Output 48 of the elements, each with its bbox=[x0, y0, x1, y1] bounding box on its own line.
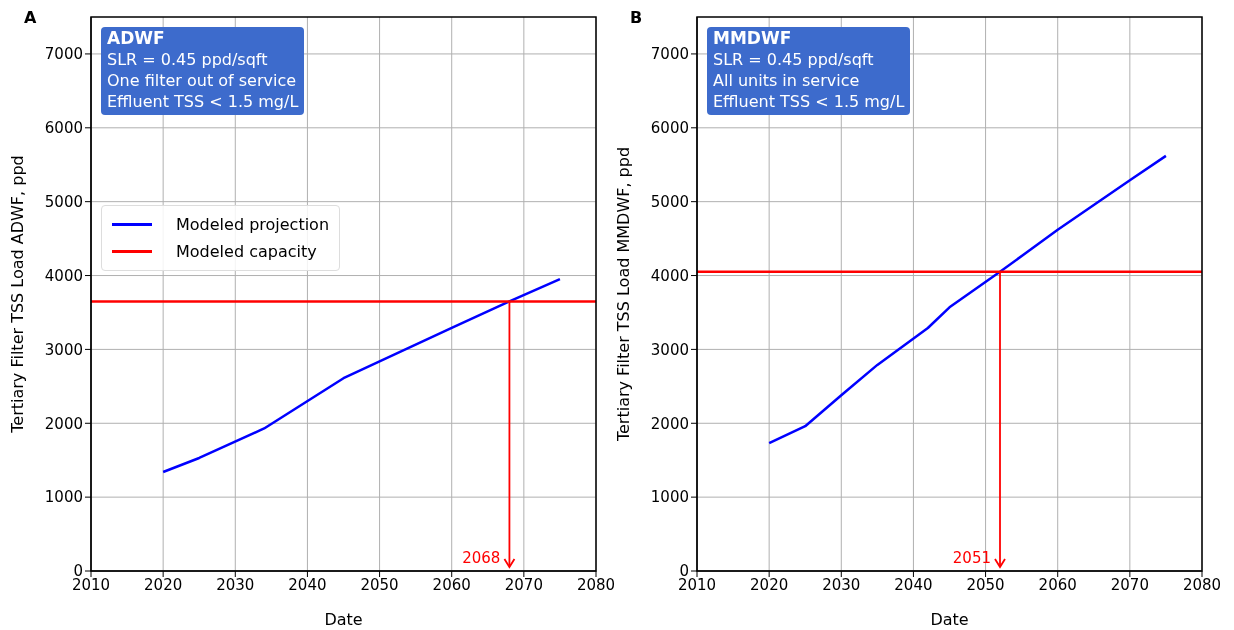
y-tick-label: 5000 bbox=[44, 192, 83, 211]
chart-title: A bbox=[24, 8, 37, 27]
x-tick-label: 2030 bbox=[822, 575, 861, 594]
x-axis-title: Date bbox=[324, 610, 363, 629]
annotation: One filter out of service bbox=[107, 70, 298, 91]
y-tick-label: 2000 bbox=[650, 414, 689, 433]
x-tick-label: 2040 bbox=[894, 575, 933, 594]
x-tick-label: 2050 bbox=[360, 575, 399, 594]
legend-label: Modeled capacity bbox=[176, 241, 317, 264]
x-tick-label: 2080 bbox=[576, 575, 616, 594]
y-axis-title: Tertiary Filter TSS Load MMDWF, ppd bbox=[613, 146, 633, 443]
y-tick-label: 3000 bbox=[650, 340, 689, 359]
y-tick-label: 2000 bbox=[44, 414, 83, 433]
y-axis-title: Tertiary Filter TSS Load ADWF, ppd bbox=[7, 155, 27, 434]
x-tick-label: 2050 bbox=[966, 575, 1005, 594]
x-tick-label: 2020 bbox=[750, 575, 789, 594]
y-tick-label: 7000 bbox=[44, 45, 83, 64]
y-tick-label: 6000 bbox=[44, 119, 83, 138]
x-tick-label: 2020 bbox=[144, 575, 183, 594]
y-tick-label: 4000 bbox=[44, 266, 83, 285]
x-tick-label: 2070 bbox=[1110, 575, 1149, 594]
annotation: ADWF bbox=[107, 28, 166, 49]
y-tick-label: 4000 bbox=[650, 266, 689, 285]
x-tick-label: 2060 bbox=[432, 575, 471, 594]
annotation: MMDWF bbox=[713, 28, 793, 49]
annotation: 2051 bbox=[952, 549, 991, 567]
legend-label: Modeled projection bbox=[176, 214, 330, 237]
line-series bbox=[161, 277, 562, 474]
x-tick-label: 2080 bbox=[1182, 575, 1222, 594]
x-axis-title: Date bbox=[930, 610, 969, 629]
annotation: SLR = 0.45 ppd/sqft bbox=[107, 49, 269, 70]
x-tick-label: 2030 bbox=[216, 575, 255, 594]
chart-title: B bbox=[630, 8, 643, 27]
y-tick-label: 7000 bbox=[650, 45, 689, 64]
annotation: Effluent TSS < 1.5 mg/L bbox=[713, 91, 905, 112]
annotation: All units in service bbox=[713, 70, 861, 91]
x-tick-label: 2070 bbox=[504, 575, 543, 594]
x-tick-label: 2040 bbox=[288, 575, 327, 594]
annotation: 2068 bbox=[462, 549, 501, 567]
y-tick-label: 1000 bbox=[44, 488, 83, 507]
y-tick-label: 5000 bbox=[650, 192, 689, 211]
x-tick-label: 2060 bbox=[1038, 575, 1077, 594]
y-tick-label: 6000 bbox=[650, 119, 689, 138]
annotation: SLR = 0.45 ppd/sqft bbox=[713, 49, 875, 70]
line-series bbox=[767, 154, 1168, 445]
y-tick-label: 1000 bbox=[650, 488, 689, 507]
y-tick-label: 3000 bbox=[44, 340, 83, 359]
annotation: Effluent TSS < 1.5 mg/L bbox=[107, 91, 299, 112]
